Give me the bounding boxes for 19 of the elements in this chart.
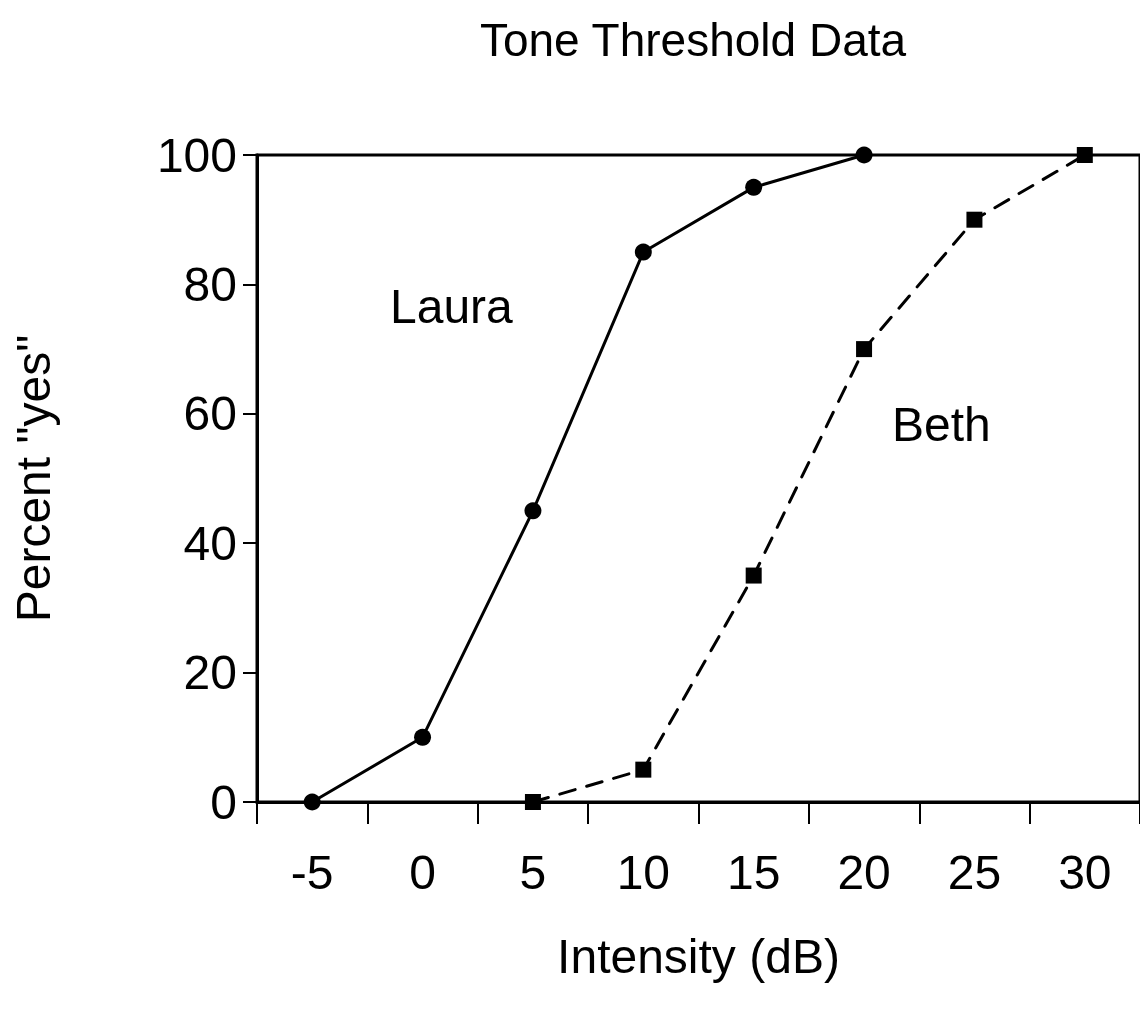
x-tick-label: 30 bbox=[1058, 845, 1112, 899]
y-tick-label: 20 bbox=[183, 646, 237, 700]
x-tick-label: 10 bbox=[616, 845, 671, 899]
x-tick-label: 5 bbox=[519, 845, 547, 899]
y-tick-label: 80 bbox=[183, 257, 237, 311]
series-label: Laura bbox=[390, 279, 514, 333]
y-axis-title: Percent "yes" bbox=[6, 334, 60, 623]
x-tick-label: 15 bbox=[726, 845, 781, 899]
x-tick-label: 0 bbox=[409, 845, 436, 899]
series-label: Beth bbox=[892, 397, 991, 451]
x-tick-label: 25 bbox=[947, 845, 1002, 899]
chart-title: Tone Threshold Data bbox=[479, 14, 907, 66]
y-tick-label: 100 bbox=[156, 128, 237, 182]
x-axis-title: Intensity (dB) bbox=[557, 929, 840, 983]
y-tick-label: 60 bbox=[183, 387, 237, 441]
x-tick-label: 20 bbox=[837, 845, 891, 899]
y-tick-label: 0 bbox=[210, 775, 237, 829]
y-tick-label: 40 bbox=[183, 516, 237, 570]
x-tick-label: -5 bbox=[290, 845, 334, 899]
